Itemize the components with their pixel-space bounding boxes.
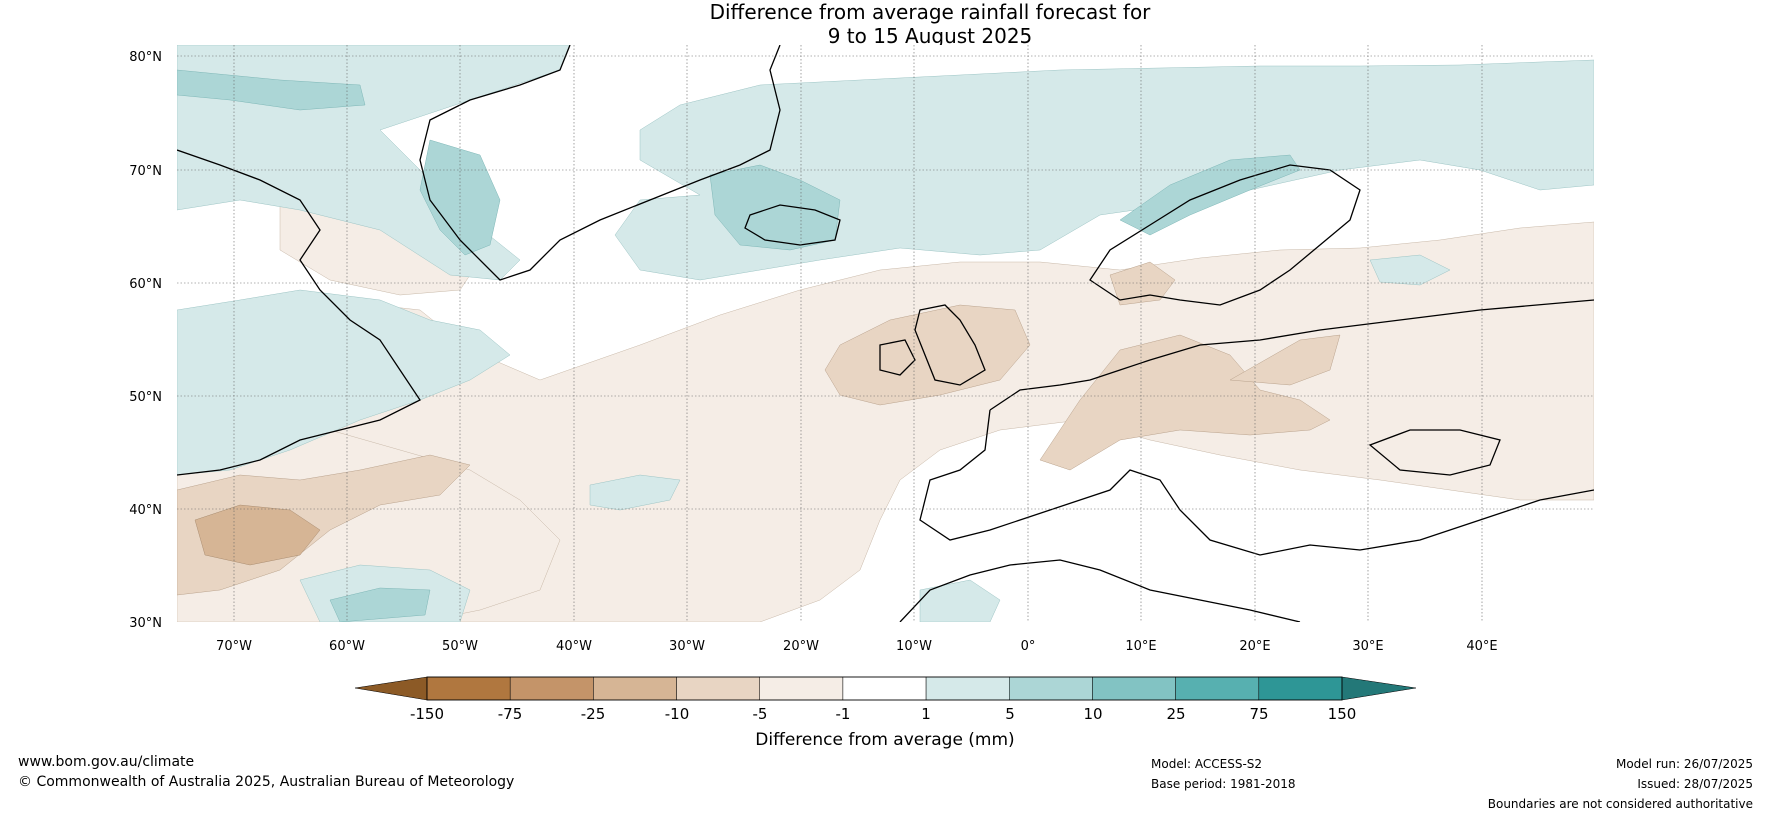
lon-label-60w: 60°W — [329, 639, 365, 654]
lon-label-70w: 70°W — [216, 639, 252, 654]
colorbar-swatch — [759, 676, 844, 701]
wet-patch-greenland-core — [419, 139, 501, 256]
wet-patch-baltic — [1369, 254, 1451, 286]
wet-patch-atlantic-small — [589, 474, 681, 511]
colorbar: -150 -75 -25 -10 -5 -1 1 5 10 25 75 150 … — [354, 676, 1417, 750]
coast-europe-mainland — [919, 299, 1594, 556]
colorbar-tick-label: -1 — [836, 705, 851, 723]
colorbar-tick-label: -10 — [665, 705, 690, 723]
coast-canada-arctic — [177, 149, 421, 476]
dry-patch-uk — [824, 304, 1031, 406]
lon-label-40w: 40°W — [556, 639, 592, 654]
longitude-labels: 70°W 60°W 50°W 40°W 30°W 20°W 10°W 0° 10… — [216, 639, 1498, 654]
wet-patch-atlantic-south-core — [329, 587, 431, 622]
latitude-labels: 80°N 70°N 60°N 50°N 40°N 30°N — [129, 50, 162, 631]
colorbar-extend-low — [354, 676, 428, 701]
lat-label-80n: 80°N — [129, 50, 162, 65]
colorbar-tick-label: -5 — [753, 705, 768, 723]
colorbar-title: Difference from average (mm) — [755, 730, 1014, 750]
colorbar-swatch — [1175, 676, 1260, 701]
model-name: Model: ACCESS-S2 — [1151, 757, 1263, 771]
dry-patch-east-europe — [1229, 334, 1341, 386]
colorbar-swatch — [842, 676, 927, 701]
coast-black-sea — [1368, 429, 1501, 476]
coast-north-africa — [899, 559, 1301, 622]
colorbar-swatch — [925, 676, 1010, 701]
boundaries-disclaimer: Boundaries are not considered authoritat… — [1487, 797, 1753, 811]
lon-label-50w: 50°W — [442, 639, 478, 654]
colorbar-tick-label: 25 — [1166, 705, 1185, 723]
colorbar-tick-label: 1 — [921, 705, 931, 723]
wet-patch-labrador — [177, 289, 511, 476]
lon-label-30w: 30°W — [669, 639, 705, 654]
lat-label-40n: 40°N — [129, 503, 162, 518]
graticule — [177, 45, 1594, 622]
colorbar-tick-label: 5 — [1005, 705, 1015, 723]
colorbar-tick-labels: -150 -75 -25 -10 -5 -1 1 5 10 25 75 150 — [410, 705, 1356, 723]
colorbar-tick-label: 150 — [1328, 705, 1357, 723]
colorbar-outline — [426, 676, 1343, 701]
wet-patch-baffin — [177, 69, 366, 111]
colorbar-tick-label: -150 — [410, 705, 444, 723]
coast-greenland — [419, 45, 781, 281]
colorbar-tick-label: -25 — [581, 705, 606, 723]
colorbar-swatch — [1009, 676, 1093, 701]
footer-copyright: © Commonwealth of Australia 2025, Austra… — [18, 774, 515, 790]
base-period: Base period: 1981-2018 — [1151, 777, 1296, 791]
colorbar-swatch — [509, 676, 594, 701]
dry-patch-scandinavia — [1109, 261, 1176, 306]
issued-date: Issued: 28/07/2025 — [1637, 777, 1753, 791]
dry-patch-central-europe — [1039, 334, 1331, 471]
colorbar-extend-high — [1341, 676, 1417, 701]
title-line-2: 9 to 15 August 2025 — [827, 24, 1033, 48]
title-line-1: Difference from average rainfall forecas… — [709, 0, 1151, 24]
lat-label-30n: 30°N — [129, 616, 162, 631]
colorbar-tick-label: -75 — [498, 705, 523, 723]
colorbar-swatch — [1092, 676, 1176, 701]
colorbar-swatch — [593, 676, 677, 701]
lon-label-20w: 20°W — [783, 639, 819, 654]
colorbar-swatch — [426, 676, 511, 701]
lon-label-10w: 10°W — [896, 639, 932, 654]
coastlines — [177, 45, 1594, 622]
lon-label-30e: 30°E — [1352, 639, 1383, 654]
lat-label-70n: 70°N — [129, 164, 162, 179]
lon-label-10e: 10°E — [1125, 639, 1156, 654]
wet-patch-med — [919, 579, 1001, 622]
map-title: Difference from average rainfall forecas… — [0, 0, 1770, 48]
colorbar-swatch — [676, 676, 760, 701]
colorbar-swatch — [1258, 676, 1343, 701]
lat-label-60n: 60°N — [129, 277, 162, 292]
coast-iceland — [744, 204, 841, 246]
coast-british-isles — [879, 304, 986, 386]
lon-label-20e: 20°E — [1239, 639, 1270, 654]
lon-label-0: 0° — [1021, 639, 1036, 654]
model-run-date: Model run: 26/07/2025 — [1615, 757, 1753, 771]
colorbar-tick-label: 75 — [1249, 705, 1268, 723]
dry-patch-atlantic-core — [194, 504, 321, 566]
footer-website: www.bom.gov.au/climate — [18, 754, 195, 770]
lon-label-40e: 40°E — [1466, 639, 1497, 654]
lat-label-50n: 50°N — [129, 390, 162, 405]
coast-norway-sweden — [1089, 164, 1361, 306]
colorbar-tick-label: 10 — [1083, 705, 1102, 723]
